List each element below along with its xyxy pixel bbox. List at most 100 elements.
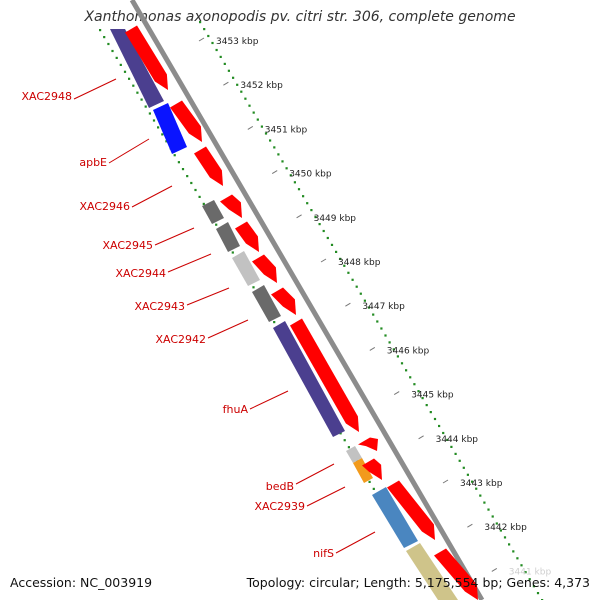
- gc-dot: [211, 41, 214, 45]
- gc-dot: [252, 111, 255, 114]
- gc-dot: [111, 49, 114, 53]
- genome-backbone: [129, 0, 485, 600]
- gc-dot: [508, 543, 511, 546]
- gene-label[interactable]: nifS: [313, 547, 334, 560]
- gc-dot: [144, 105, 147, 108]
- gc-dot: [446, 438, 449, 441]
- gene-label-leader: [73, 78, 117, 100]
- gc-dot: [165, 140, 168, 143]
- gc-dot: [194, 188, 197, 192]
- gc-dot: [314, 216, 317, 219]
- gene-label[interactable]: XAC2945: [102, 239, 153, 252]
- gc-dot: [351, 278, 354, 281]
- gc-dot: [161, 133, 164, 136]
- gc-dot: [198, 195, 201, 198]
- gc-dot: [236, 83, 239, 86]
- gc-dot: [512, 550, 515, 553]
- gc-dot: [368, 480, 371, 483]
- gc-dot: [273, 321, 276, 324]
- kbp-tick-mark: [442, 479, 449, 484]
- kbp-tick-label: 3442 kbp: [484, 523, 527, 533]
- cog-feature-block: [202, 200, 224, 224]
- gc-dot: [372, 487, 375, 490]
- gc-dot: [343, 264, 346, 267]
- gene-label[interactable]: XAC2943: [134, 300, 185, 313]
- gc-dot: [425, 404, 428, 407]
- gc-dot: [152, 119, 156, 122]
- gene-label-leader: [186, 287, 230, 306]
- gc-dot: [285, 167, 288, 170]
- gene-label[interactable]: apbE: [79, 156, 107, 169]
- gc-dot: [367, 306, 371, 309]
- gc-dot: [355, 285, 358, 288]
- cog-feature-block: [252, 285, 281, 322]
- gc-dot: [310, 209, 313, 212]
- cog-feature-block: [216, 222, 240, 252]
- gc-dot: [260, 125, 263, 128]
- gc-dot: [207, 34, 210, 38]
- forward-cds-arrow: [125, 25, 168, 90]
- gc-dot: [318, 223, 321, 226]
- forward-cds-arrow: [194, 146, 223, 186]
- gc-dot: [413, 383, 416, 386]
- genome-title: Xanthomonas axonopodis pv. citri str. 30…: [84, 9, 516, 25]
- kbp-tick-mark: [393, 391, 400, 396]
- gc-dot: [388, 341, 391, 344]
- forward-cds-arrow: [252, 254, 277, 283]
- gene-labels: XAC2948 apbE XAC2946 XAC2945 XAC2944 XAC2943 X…: [21, 78, 376, 560]
- gc-dot: [359, 292, 362, 295]
- gc-dot: [458, 459, 461, 462]
- gene-label[interactable]: XAC2946: [79, 200, 130, 213]
- gc-dot: [173, 154, 176, 157]
- gc-dot: [405, 369, 408, 372]
- cog-feature-block: [232, 251, 260, 286]
- gc-dot: [322, 229, 325, 233]
- gene-label[interactable]: XAC2944: [115, 267, 166, 280]
- gc-dot: [264, 132, 268, 135]
- kbp-tick-label: 3445 kbp: [411, 391, 454, 401]
- kbp-tick-label: 3441 kbp: [509, 567, 552, 577]
- kbp-tick-label: 3448 kbp: [338, 258, 381, 268]
- gene-label[interactable]: XAC2948: [21, 90, 72, 103]
- gene-label-leader: [295, 463, 335, 485]
- gc-dot: [442, 431, 445, 435]
- gc-dot: [157, 126, 160, 129]
- gene-label[interactable]: XAC2939: [254, 500, 305, 513]
- gc-dot: [177, 161, 180, 164]
- cog-feature-block: [273, 321, 345, 437]
- gc-dot: [516, 557, 519, 560]
- gc-dot: [140, 98, 143, 101]
- gc-dot: [107, 42, 110, 46]
- gc-dot: [203, 28, 206, 31]
- cog-feature-block: [406, 543, 458, 600]
- gc-dot: [400, 362, 404, 365]
- gene-label[interactable]: XAC2942: [155, 333, 206, 346]
- gene-label-leader: [335, 531, 376, 554]
- gc-dot: [495, 522, 498, 525]
- gc-dot: [326, 236, 329, 240]
- gc-dot: [372, 313, 375, 316]
- gc-dot: [190, 181, 193, 185]
- gc-dot: [223, 62, 226, 65]
- cog-feature-block: [153, 103, 187, 154]
- gc-dot: [487, 508, 490, 511]
- gc-dot: [269, 139, 272, 142]
- gene-label-leader: [306, 486, 346, 507]
- genome-summary-text: Topology: circular; Length: 5,175,554 bp…: [246, 575, 590, 590]
- gc-dot: [438, 424, 441, 428]
- gc-dot: [186, 175, 189, 178]
- gc-dot: [231, 251, 234, 254]
- gc-dot: [148, 112, 151, 115]
- gc-dot: [499, 529, 502, 532]
- gc-dot: [471, 480, 474, 483]
- gene-label-leader: [154, 227, 195, 246]
- gc-dot: [343, 439, 346, 442]
- gc-dot: [289, 174, 292, 177]
- gc-dot: [202, 202, 205, 205]
- gene-label[interactable]: bedB: [266, 480, 294, 493]
- gc-dot: [380, 327, 383, 330]
- gene-label[interactable]: fhuA: [223, 403, 249, 416]
- gc-dot: [293, 181, 296, 184]
- gc-dot: [433, 417, 437, 421]
